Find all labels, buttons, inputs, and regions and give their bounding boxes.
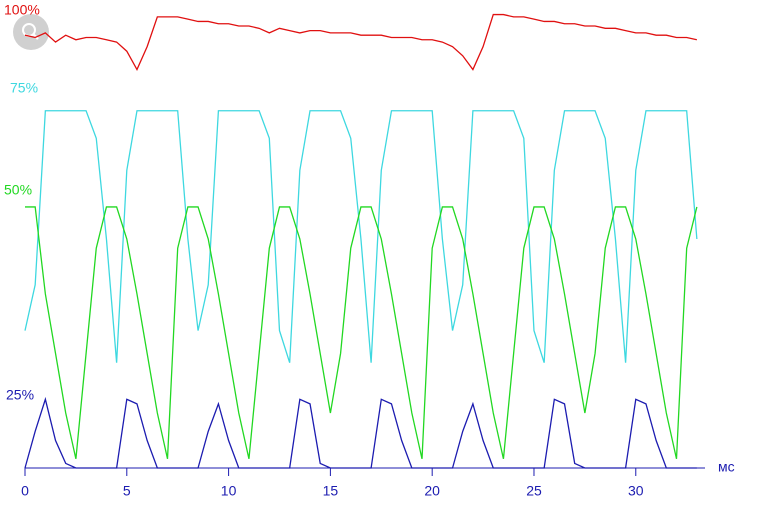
zoom-icon[interactable]: [13, 14, 49, 50]
series-line: [24, 396, 697, 469]
x-tick-label: 20: [424, 483, 440, 499]
series-label: 100%: [4, 2, 40, 18]
x-tick-label: 15: [323, 483, 339, 499]
series-label: 25%: [6, 387, 34, 403]
series-label: 50%: [4, 182, 32, 198]
series-label: 75%: [10, 80, 38, 96]
x-axis-label: мс: [718, 459, 735, 475]
series-line: [24, 110, 698, 363]
zoom-handle: [32, 33, 39, 40]
x-tick-label: 30: [628, 483, 644, 499]
x-tick-label: 25: [526, 483, 542, 499]
x-tick-label: 0: [21, 483, 29, 499]
series-line: [24, 13, 698, 71]
zoom-button[interactable]: [13, 14, 49, 50]
x-tick-label: 5: [123, 483, 131, 499]
x-tick-label: 10: [221, 483, 237, 499]
series-line: [25, 206, 698, 459]
